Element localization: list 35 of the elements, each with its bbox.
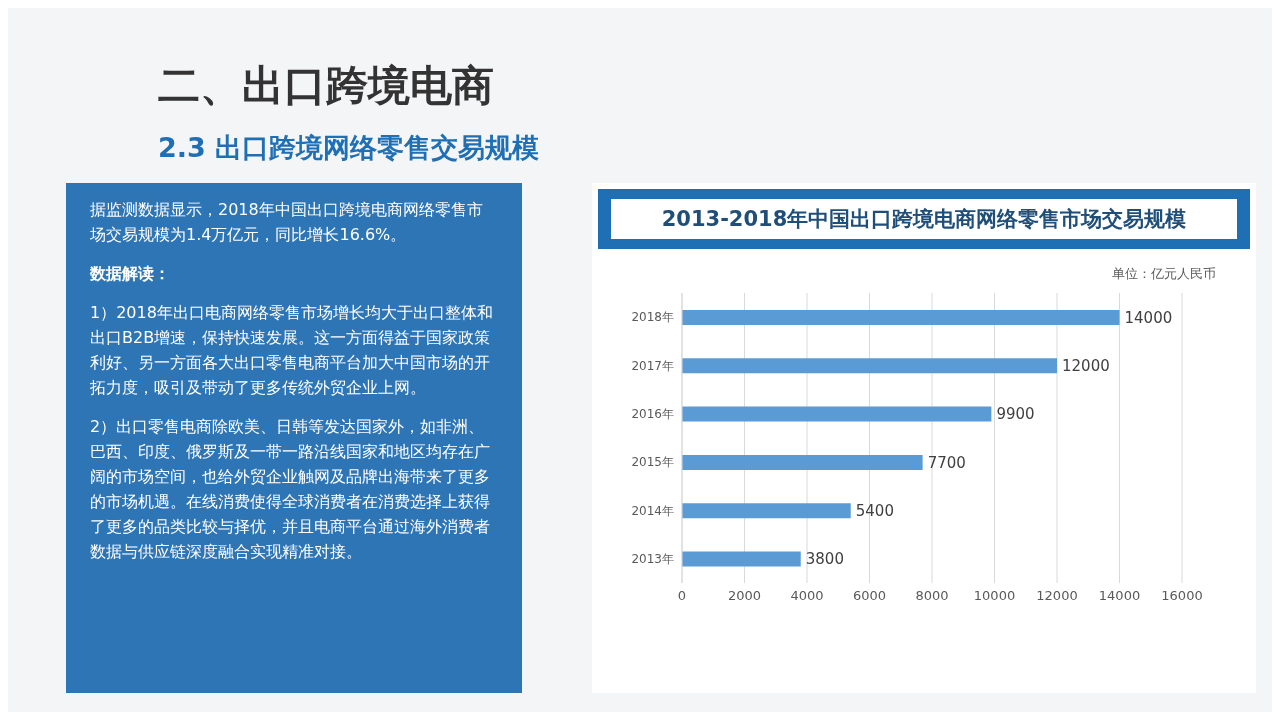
bar <box>682 406 992 422</box>
bar <box>682 358 1057 374</box>
bar <box>682 309 1120 325</box>
x-tick-label: 16000 <box>1161 588 1203 604</box>
x-tick-label: 6000 <box>852 588 887 604</box>
text: 数据解读： <box>90 263 171 285</box>
text: 二、出口跨境电商 <box>158 60 494 112</box>
x-tick-label: 14000 <box>1098 588 1141 604</box>
text: 2）出口零售电商除欧美、日韩等发达国家外，如非洲、巴西、印度、俄罗斯及一带一路沿线国家和地区均存在广阔的市场空间，也给外贸企业触网及品牌出海带来了更多的市场机遇。在线消费使得全球消费者在消费选择上获得了更多的品类比较与择优，并且电商平台通过海外消费者数据与供应链深度融合实现精准对接。 <box>90 416 491 563</box>
data-label: 5400 <box>855 502 894 521</box>
text: 单位：亿元人民币 <box>1111 265 1216 283</box>
x-tick-label: 10000 <box>973 588 1016 604</box>
x-tick-label: 12000 <box>1036 588 1078 604</box>
x-tick-label: 8000 <box>915 588 949 604</box>
y-tick-label: 2018年 <box>631 310 674 325</box>
y-tick-label: 2014年 <box>631 503 674 518</box>
text: 2.3 出口跨境网络零售交易规模 <box>158 131 540 165</box>
y-tick-label: 2015年 <box>631 455 674 470</box>
y-tick-label: 2017年 <box>631 358 674 373</box>
bar <box>682 551 801 567</box>
x-tick-label: 2000 <box>727 588 762 604</box>
x-tick-label: 0 <box>677 588 687 604</box>
y-tick-label: 2016年 <box>631 407 674 422</box>
text: 1）2018年出口电商网络零售市场增长均大于出口整体和出口B2B增速，保持快速发展。这一方面得益于国家政策利好、另一方面各大出口零售电商平台加大中国市场的开拓力度，吸引及带动了更多传统外贸企业上网。 <box>90 302 494 399</box>
data-label: 7700 <box>927 453 966 472</box>
chart-title: 2013-2018年中国出口跨境电商网络零售市场交易规模 <box>611 199 1237 239</box>
data-label: 9900 <box>996 405 1035 424</box>
bar <box>682 454 923 470</box>
data-label: 3800 <box>805 550 844 569</box>
y-tick-label: 2013年 <box>631 552 674 567</box>
text: 据监测数据显示，2018年中国出口跨境电商网络零售市场交易规模为1.4万亿元，同比增长16.6%。 <box>90 199 484 246</box>
bar <box>682 503 851 519</box>
data-label: 12000 <box>1062 357 1110 376</box>
data-label: 14000 <box>1124 308 1173 327</box>
x-tick-label: 4000 <box>790 588 824 604</box>
